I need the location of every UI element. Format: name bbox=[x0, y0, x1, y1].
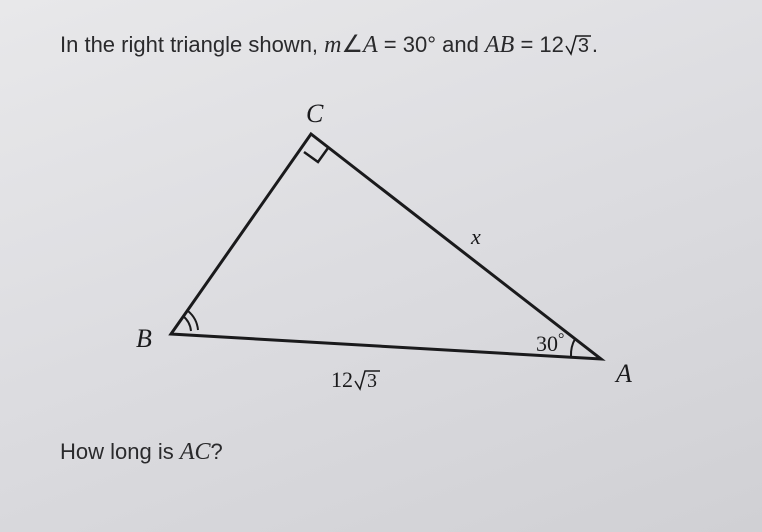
side-name: AB bbox=[485, 32, 514, 58]
side-coef: 12 bbox=[539, 32, 563, 57]
angle-a-degree: ° bbox=[558, 331, 564, 348]
angle-symbol: ∠ bbox=[342, 31, 364, 58]
degree-1: ° bbox=[427, 32, 436, 57]
problem-statement: In the right triangle shown, m∠A = 30° a… bbox=[60, 30, 702, 59]
question-var: AC bbox=[180, 439, 211, 465]
vertex-a-label: A bbox=[616, 359, 632, 389]
equals-2: = bbox=[514, 32, 539, 57]
question-suffix: ? bbox=[211, 439, 223, 464]
ab-radicand: 3 bbox=[367, 370, 377, 393]
triangle-path bbox=[171, 134, 601, 359]
triangle-diagram: B C A x 30° 12 3 bbox=[121, 79, 641, 419]
angle-a-label: 30° bbox=[536, 331, 564, 357]
vertex-b-label: B bbox=[136, 324, 152, 354]
question: How long is AC? bbox=[60, 439, 702, 466]
angle-a-value: 30 bbox=[536, 331, 558, 356]
radicand: 3 bbox=[578, 35, 589, 58]
angle-arc-a bbox=[571, 339, 575, 356]
side-ab-label: 12 3 bbox=[331, 367, 381, 393]
angle-arc-b-1 bbox=[183, 316, 191, 331]
angle-measure-m: m bbox=[324, 32, 341, 58]
angle-vertex: A bbox=[363, 32, 378, 58]
ab-sqrt: 3 bbox=[353, 367, 381, 393]
side-x-label: x bbox=[471, 224, 481, 250]
vertex-c-label: C bbox=[306, 99, 323, 129]
period: . bbox=[592, 32, 598, 57]
sqrt-expr: 3 bbox=[564, 32, 592, 58]
equals-1: = bbox=[378, 32, 403, 57]
angle-value: 30 bbox=[403, 32, 427, 57]
ab-coef: 12 bbox=[331, 367, 353, 392]
and-text: and bbox=[436, 32, 485, 57]
question-prefix: How long is bbox=[60, 439, 180, 464]
problem-intro: In the right triangle shown, bbox=[60, 32, 324, 57]
right-angle-mark bbox=[304, 148, 328, 162]
triangle-svg bbox=[121, 79, 641, 419]
